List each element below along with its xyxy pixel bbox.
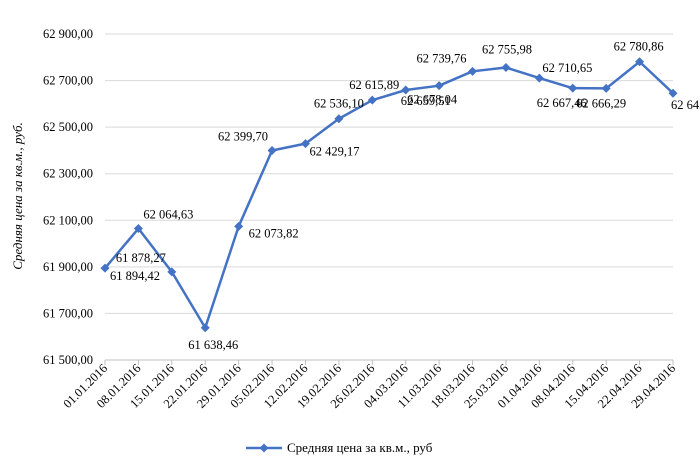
data-point	[568, 83, 578, 93]
legend-marker	[259, 443, 269, 453]
data-point	[635, 57, 645, 67]
y-tick-label: 62 300,00	[43, 167, 93, 181]
data-point	[167, 267, 177, 277]
data-label: 62 399,70	[218, 129, 268, 143]
data-label: 62 739,76	[417, 51, 467, 65]
y-tick-label: 62 700,00	[43, 74, 93, 88]
data-label: 61 638,46	[188, 338, 238, 352]
data-label: 62 645,73	[671, 98, 700, 112]
data-point	[501, 63, 511, 73]
data-point	[534, 73, 544, 83]
data-label: 62 667,46	[537, 96, 587, 110]
data-point	[334, 114, 344, 124]
legend: Средняя цена за кв.м., руб	[246, 440, 433, 455]
data-label: 61 878,27	[116, 251, 166, 265]
series-line	[104, 60, 674, 330]
data-point	[267, 145, 277, 155]
data-point	[200, 323, 210, 333]
y-axis-ticks: 61 500,00 61 700,00 61 900,00 62 100,00 62 3…	[43, 27, 93, 367]
data-point	[601, 83, 611, 93]
y-tick-label: 62 100,00	[43, 213, 93, 227]
y-tick-label: 61 700,00	[43, 306, 93, 320]
y-tick-label: 61 500,00	[43, 353, 93, 367]
data-point	[133, 224, 143, 234]
gridlines	[105, 33, 673, 361]
x-axis: 01.01.201608.01.201615.01.201622.01.2016…	[60, 360, 678, 411]
data-label: 62 710,65	[542, 61, 592, 75]
data-point	[367, 95, 377, 105]
data-point	[668, 88, 678, 98]
y-axis-title: Средняя цена за кв.м., руб.	[10, 122, 25, 270]
data-point	[234, 221, 244, 231]
data-point	[434, 81, 444, 91]
y-tick-label: 62 500,00	[43, 120, 93, 134]
data-label: 62 064,63	[143, 208, 193, 222]
data-label: 62 536,10	[314, 97, 364, 111]
data-labels: 61 894,42 62 064,63 61 878,27 61 638,46 62 0…	[110, 40, 700, 352]
y-tick-label: 62 900,00	[43, 27, 93, 41]
data-label: 62 780,86	[614, 40, 664, 54]
data-point	[100, 263, 110, 273]
legend-label: Средняя цена за кв.м., руб	[287, 440, 433, 455]
data-label: 62 615,89	[349, 78, 399, 92]
data-label: 62 678,04	[407, 93, 458, 107]
data-label: 62 666,29	[576, 96, 626, 110]
data-label: 61 894,42	[110, 269, 160, 283]
data-label: 62 429,17	[309, 145, 359, 159]
data-point	[468, 66, 478, 76]
data-label: 62 073,82	[249, 226, 299, 240]
y-tick-label: 61 900,00	[43, 260, 93, 274]
series-price	[100, 57, 678, 333]
data-point	[401, 85, 411, 95]
data-point	[300, 139, 310, 149]
data-label: 62 755,98	[482, 43, 532, 57]
data-label: 62 659,51	[401, 94, 451, 108]
